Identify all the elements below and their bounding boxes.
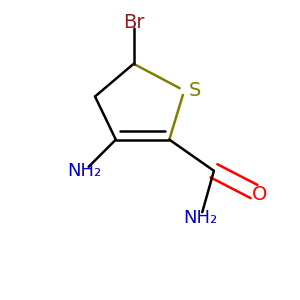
Text: NH₂: NH₂ — [183, 209, 218, 227]
Text: S: S — [189, 81, 201, 100]
Text: NH₂: NH₂ — [68, 162, 102, 180]
Text: O: O — [252, 185, 268, 204]
Text: Br: Br — [123, 13, 144, 32]
